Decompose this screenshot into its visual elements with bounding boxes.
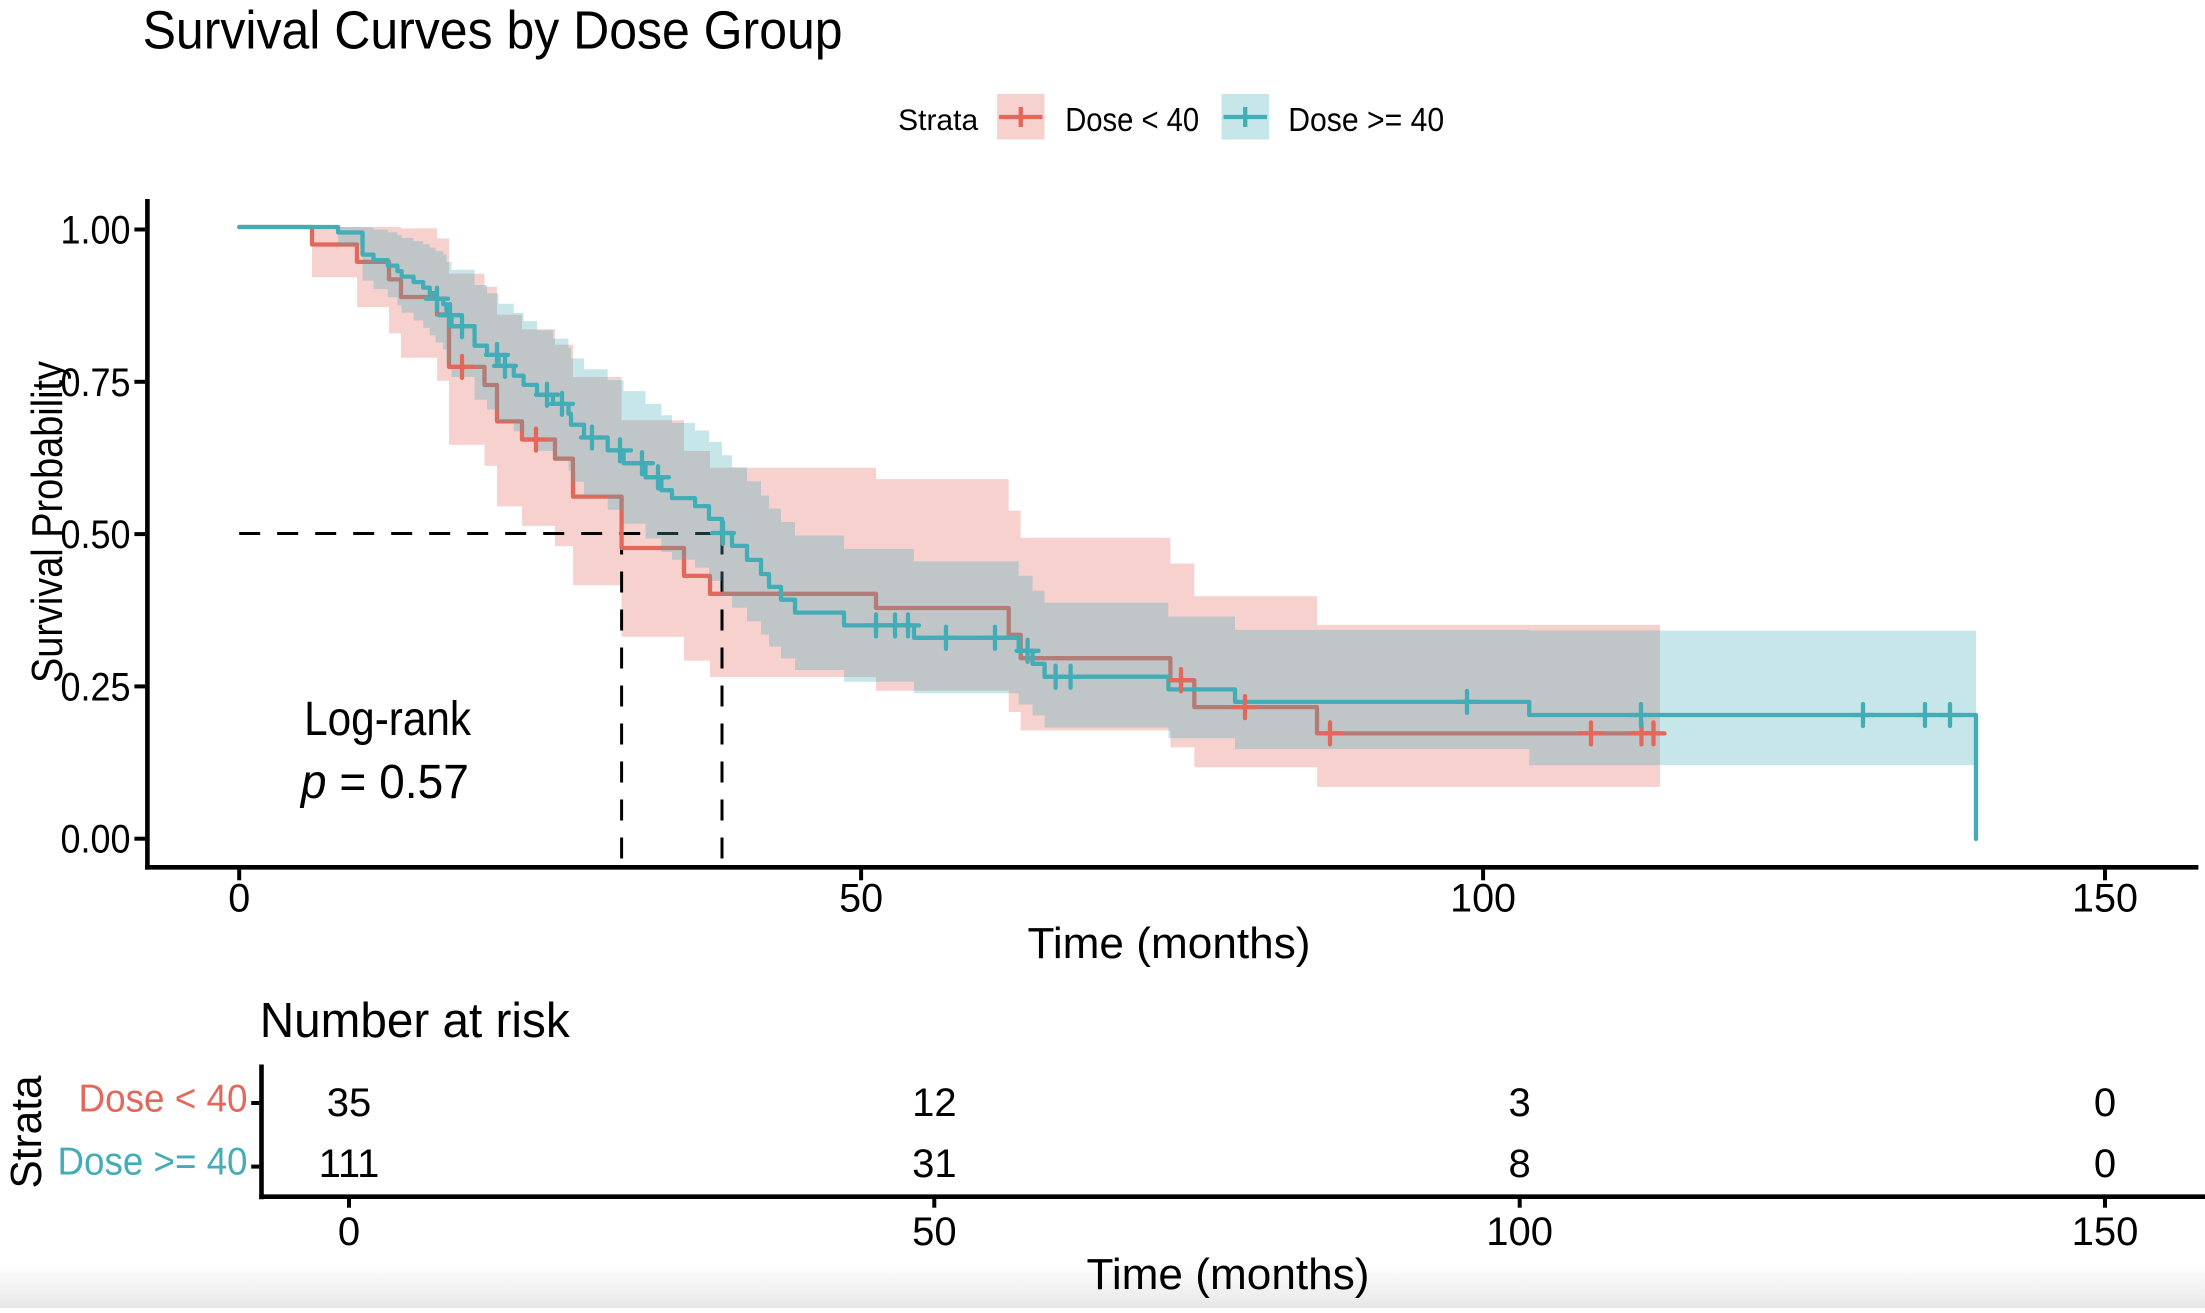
svg-text:Survival Curves by Dose Group: Survival Curves by Dose Group [143,0,843,60]
svg-text:Dose < 40: Dose < 40 [1065,101,1199,138]
svg-text:35: 35 [327,1081,372,1125]
svg-text:p = 0.57: p = 0.57 [299,756,469,809]
svg-text:0.00: 0.00 [61,818,131,862]
svg-text:Time (months): Time (months) [1087,1250,1370,1299]
svg-text:50: 50 [839,877,883,921]
svg-text:Log-rank: Log-rank [304,693,472,746]
svg-text:1.00: 1.00 [61,209,131,253]
svg-text:Survival Probability: Survival Probability [23,361,72,683]
svg-text:Dose >= 40: Dose >= 40 [58,1141,248,1184]
svg-text:3: 3 [1509,1081,1531,1125]
svg-text:12: 12 [912,1081,957,1125]
svg-text:0: 0 [2094,1142,2116,1186]
svg-text:Time (months): Time (months) [1028,919,1311,968]
svg-text:0: 0 [2094,1081,2116,1125]
svg-text:0.75: 0.75 [61,361,131,405]
svg-text:0: 0 [228,877,250,921]
svg-text:31: 31 [912,1142,957,1186]
svg-text:150: 150 [2072,1210,2139,1254]
svg-text:111: 111 [319,1142,380,1186]
svg-text:Dose < 40: Dose < 40 [79,1077,248,1120]
svg-text:0.50: 0.50 [61,513,131,557]
svg-text:100: 100 [1450,877,1516,921]
svg-text:0.25: 0.25 [61,665,131,709]
svg-text:150: 150 [2072,877,2138,921]
svg-text:100: 100 [1486,1210,1553,1254]
svg-text:Dose >= 40: Dose >= 40 [1288,101,1444,138]
svg-text:Strata: Strata [2,1075,51,1189]
svg-text:Number at risk: Number at risk [260,994,570,1048]
svg-text:Strata: Strata [898,104,978,137]
svg-text:0: 0 [338,1210,360,1254]
svg-text:50: 50 [912,1210,957,1254]
svg-text:8: 8 [1509,1142,1531,1186]
